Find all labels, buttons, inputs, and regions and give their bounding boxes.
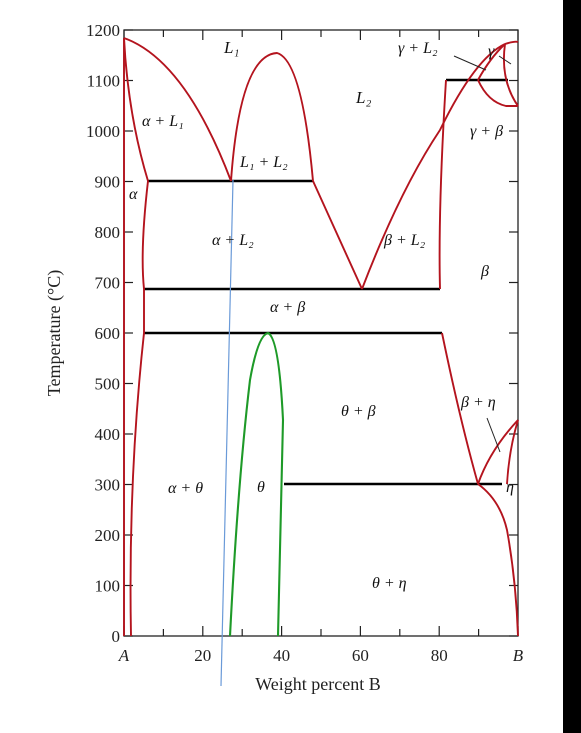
invariant-lines [144,78,508,486]
y-axis-title: Temperature (°C) [44,270,65,396]
y-tick-label: 900 [95,173,121,192]
region-theta-eta: θ + η [372,575,407,592]
y-tick-label: 1100 [87,72,120,91]
gamma-l2-pointer [453,55,487,71]
y-tick-label: 200 [95,526,121,545]
region-alpha-theta: α + θ [168,480,203,497]
region-gamma: γ [488,43,495,60]
y-tick-label: 700 [95,274,121,293]
gamma-beta-curve [477,79,518,107]
region-gamma-beta: γ + β [470,123,503,140]
y-tick-label: 1000 [86,122,120,141]
annotation-pointers [453,55,512,453]
beta-eta-pointer [486,417,501,453]
x-tick-label: B [513,646,524,665]
x-tick-label: 60 [352,646,369,665]
region-l2: L₂ [355,88,371,107]
phase-boundaries [123,37,519,637]
y-tick-label: 1200 [86,21,120,40]
region-alpha-l2: α + L₂ [212,232,254,249]
alpha-solidus [123,37,149,182]
x-ticks: A 20 40 60 80 B [118,30,524,665]
right-dark-strip [563,0,581,733]
x-tick-label: A [118,646,130,665]
l2-liquidus-left [312,180,363,290]
l2-liquidus-right [361,43,506,290]
region-alpha: α [129,186,138,203]
region-l1-l2: L₁ + L₂ [239,154,288,171]
y-tick-label: 600 [95,324,121,343]
alpha-solvus [129,180,149,637]
phase-diagram: 0 100 200 300 400 500 600 700 800 900 1000 1100 1200… [44,21,524,694]
region-beta-l2: β + L₂ [383,232,426,249]
eta-boundary [477,483,519,637]
eta-right [506,419,519,485]
y-ticks: 0 100 200 300 400 500 600 700 800 900 1000 1100 1200 [86,21,518,646]
beta-solvus-right [477,419,519,485]
region-beta-eta: β + η [460,394,496,411]
gamma-pointer [498,55,512,65]
y-tick-label: 100 [95,577,121,596]
gamma-left-curve [477,43,506,81]
beta-solvus-left [441,332,479,485]
region-labels: L₁ L₂ α + L₁ L₁ + L₂ α α + L₂ β + L₂ β α… [129,38,514,592]
region-l1: L₁ [223,38,239,57]
y-tick-label: 400 [95,425,121,444]
miscibility-gap [230,52,314,182]
region-eta: η [506,479,514,496]
region-alpha-l1: α + L₁ [142,113,184,130]
region-gamma-l2: γ + L₂ [398,40,438,57]
gamma-top [504,40,519,45]
gamma-right-curve [502,43,519,107]
y-tick-label: 500 [95,375,121,394]
alpha-liquidus [123,37,232,182]
x-tick-label: 20 [194,646,211,665]
beta-left [438,79,447,290]
x-axis-title: Weight percent B [255,674,381,694]
x-tick-label: 80 [431,646,448,665]
y-tick-label: 800 [95,223,121,242]
x-tick-label: 40 [273,646,290,665]
region-theta-beta: θ + β [341,403,376,420]
region-theta: θ [257,479,265,496]
composition-marker-line [220,179,234,687]
theta-boundary [228,331,285,637]
y-tick-label: 0 [112,627,121,646]
region-alpha-beta: α + β [270,299,305,316]
y-tick-label: 300 [95,476,121,495]
region-beta: β [480,263,489,280]
